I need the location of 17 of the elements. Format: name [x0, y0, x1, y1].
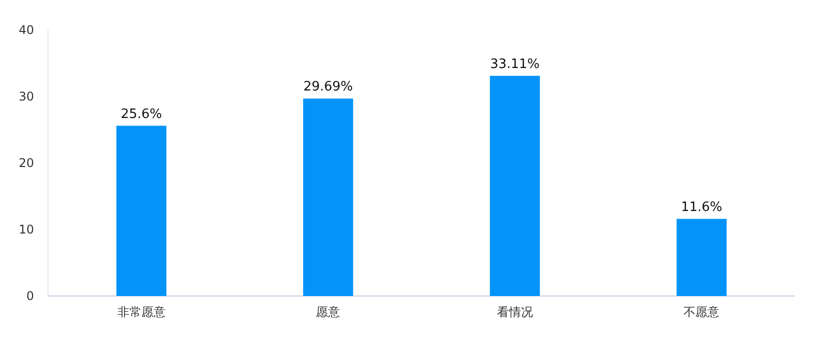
bar [116, 126, 166, 296]
data-label: 29.69% [303, 80, 353, 95]
y-tick-label: 20 [18, 156, 34, 170]
y-tick-label: 0 [26, 289, 34, 303]
data-label: 25.6% [120, 106, 162, 122]
y-tick-label: 10 [18, 222, 34, 236]
data-label: 11.6% [680, 200, 722, 215]
y-tick-label: 40 [18, 23, 34, 37]
bar [490, 76, 540, 296]
data-label: 33.11% [490, 56, 540, 72]
x-tick-label: 看情况 [496, 305, 533, 319]
bar [676, 218, 727, 296]
x-tick-label: 愿意 [316, 305, 340, 319]
y-tick-label: 30 [18, 90, 34, 104]
bar [303, 98, 354, 296]
x-tick-label: 不愿意 [684, 305, 720, 319]
x-tick-label: 非常愿意 [117, 305, 166, 319]
